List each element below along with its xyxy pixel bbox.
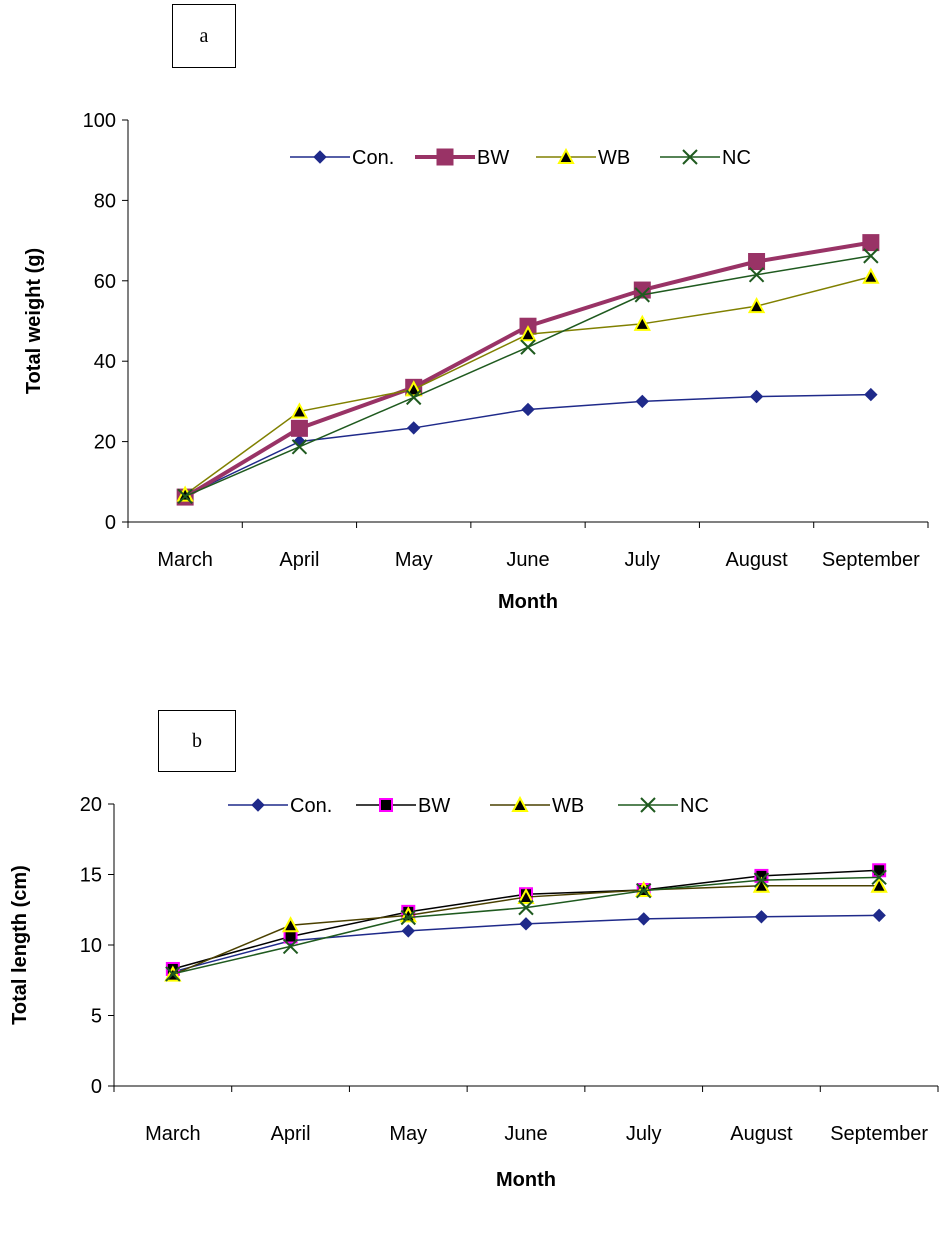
data-point bbox=[521, 402, 535, 417]
y-tick-label: 20 bbox=[94, 432, 116, 454]
legend-marker bbox=[511, 795, 529, 812]
data-point bbox=[754, 910, 769, 924]
x-tick-label: June bbox=[506, 549, 549, 571]
x-tick-label: September bbox=[822, 549, 920, 571]
data-point bbox=[520, 339, 536, 355]
y-tick-label: 0 bbox=[91, 1076, 102, 1098]
data-point bbox=[519, 917, 533, 931]
data-point bbox=[748, 267, 765, 283]
legend-marker bbox=[640, 797, 656, 813]
data-point bbox=[747, 297, 766, 314]
data-point bbox=[748, 253, 766, 271]
chart-weight: 0 20 40 60 80 100 March April May June July August S… bbox=[23, 110, 929, 613]
data-point bbox=[290, 402, 309, 419]
y-tick-label: 20 bbox=[80, 794, 102, 816]
x-tick-label: August bbox=[730, 1123, 793, 1145]
data-point bbox=[407, 421, 421, 435]
y-tick-label: 10 bbox=[80, 935, 102, 957]
data-point bbox=[870, 876, 888, 893]
y-tick-label: 15 bbox=[80, 865, 102, 887]
x-tick-label: April bbox=[271, 1123, 311, 1145]
data-point bbox=[518, 899, 534, 916]
y-tick-label: 5 bbox=[91, 1006, 102, 1028]
data-point bbox=[283, 929, 298, 944]
data-point bbox=[400, 909, 416, 926]
legend-label: WB bbox=[552, 795, 584, 817]
legend-label: NC bbox=[722, 147, 751, 169]
x-tick-label: May bbox=[389, 1123, 427, 1145]
y-axis-title: Total weight (g) bbox=[23, 248, 45, 394]
legend-label: Con. bbox=[352, 147, 394, 169]
data-point bbox=[165, 966, 181, 982]
data-point bbox=[864, 387, 878, 402]
legend: Con. BW WB NC bbox=[228, 795, 709, 817]
data-point bbox=[401, 924, 415, 938]
data-point bbox=[282, 938, 299, 955]
y-tick-label: 60 bbox=[94, 271, 116, 293]
data-point bbox=[637, 912, 651, 926]
data-point bbox=[519, 325, 537, 342]
data-point bbox=[863, 248, 879, 264]
legend-label: NC bbox=[680, 795, 709, 817]
x-axis-title: Month bbox=[496, 1169, 556, 1191]
legend: Con. BW WB NC bbox=[290, 147, 751, 169]
data-point bbox=[634, 287, 650, 303]
legend-marker bbox=[557, 147, 575, 164]
data-point bbox=[633, 314, 651, 331]
y-tick-label: 0 bbox=[105, 512, 116, 534]
data-point bbox=[872, 908, 886, 923]
x-tick-label: July bbox=[626, 1123, 662, 1145]
data-point bbox=[752, 876, 771, 893]
y-axis-title: Total length (cm) bbox=[9, 865, 31, 1025]
data-point bbox=[862, 267, 880, 284]
legend-label: Con. bbox=[290, 795, 332, 817]
y-tick-label: 40 bbox=[94, 351, 116, 373]
panel-label-a: a bbox=[172, 4, 236, 68]
legend-label: WB bbox=[598, 147, 630, 169]
panel-label-b: b bbox=[158, 710, 236, 772]
legend-marker bbox=[682, 149, 698, 165]
x-axis-title: Month bbox=[498, 591, 558, 613]
data-point bbox=[406, 389, 422, 406]
data-point bbox=[290, 419, 308, 437]
series-wb bbox=[176, 267, 880, 502]
series-nc bbox=[165, 869, 887, 982]
series-con bbox=[166, 908, 886, 979]
x-tick-label: August bbox=[725, 549, 788, 571]
x-tick-label: June bbox=[504, 1123, 547, 1145]
y-tick-label: 100 bbox=[83, 110, 116, 132]
series-nc bbox=[177, 248, 879, 504]
legend-marker bbox=[379, 798, 393, 812]
x-tick-label: September bbox=[830, 1123, 928, 1145]
x-tick-label: March bbox=[157, 549, 213, 571]
legend-marker bbox=[251, 798, 265, 812]
data-point bbox=[635, 394, 649, 409]
data-point bbox=[405, 380, 423, 397]
data-point bbox=[291, 439, 308, 455]
x-tick-label: April bbox=[279, 549, 319, 571]
legend-label: BW bbox=[418, 795, 450, 817]
legend-marker bbox=[436, 148, 454, 166]
data-point bbox=[517, 887, 535, 905]
x-tick-label: March bbox=[145, 1123, 201, 1145]
x-tick-label: July bbox=[624, 549, 660, 571]
legend-label: BW bbox=[477, 147, 509, 169]
data-point bbox=[753, 872, 770, 888]
data-point bbox=[281, 916, 300, 933]
legend-marker bbox=[313, 150, 327, 164]
data-point bbox=[177, 488, 193, 504]
x-tick-label: May bbox=[395, 549, 433, 571]
data-point bbox=[636, 883, 652, 899]
y-tick-label: 80 bbox=[94, 190, 116, 212]
data-point bbox=[862, 234, 880, 252]
data-point bbox=[871, 869, 887, 886]
data-point bbox=[749, 389, 764, 404]
